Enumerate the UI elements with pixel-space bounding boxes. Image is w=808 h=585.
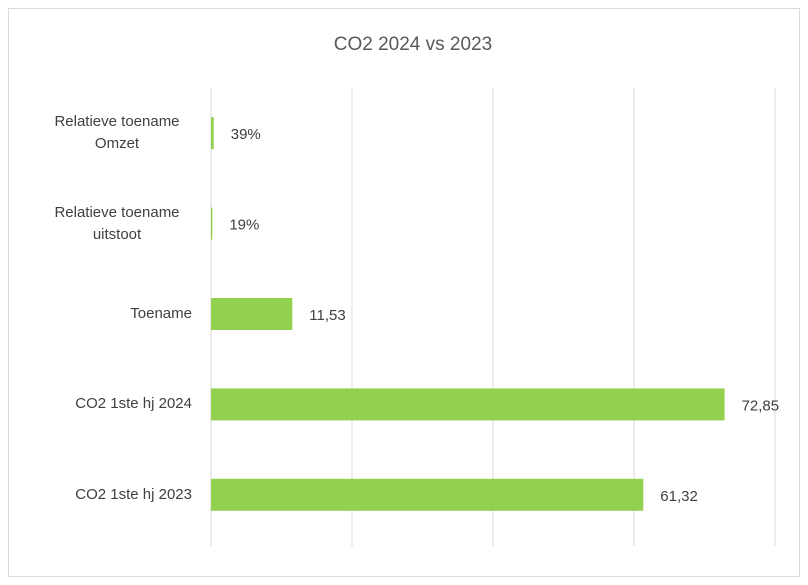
category-text: CO2 1ste hj 2023 (75, 485, 192, 503)
data-label: 11,53 (309, 307, 345, 324)
data-label: 72,85 (742, 397, 780, 414)
category-text: CO2 1ste hj 2024 (75, 395, 192, 413)
y-tick-label: Relatieve toename uitstoot (12, 202, 192, 246)
y-tick-label: Relatieve toename Omzet (12, 111, 192, 155)
bar (211, 207, 213, 240)
bar (211, 388, 725, 421)
chart-title: CO2 2024 vs 2023 (334, 34, 492, 55)
category-text: Toename (130, 305, 192, 322)
bar (211, 117, 214, 150)
y-tick-label: CO2 1ste hj 2023 (12, 484, 192, 506)
data-label: 39% (231, 126, 261, 143)
bar (211, 478, 644, 511)
y-tick-label: Toename (12, 303, 192, 325)
data-label: 19% (229, 217, 259, 234)
y-tick-label: CO2 1ste hj 2024 (12, 393, 192, 415)
category-text: Relatieve toename uitstoot (54, 203, 180, 243)
data-label: 61,32 (660, 488, 698, 505)
bar (211, 298, 293, 330)
category-text: Relatieve toename Omzet (54, 113, 180, 153)
